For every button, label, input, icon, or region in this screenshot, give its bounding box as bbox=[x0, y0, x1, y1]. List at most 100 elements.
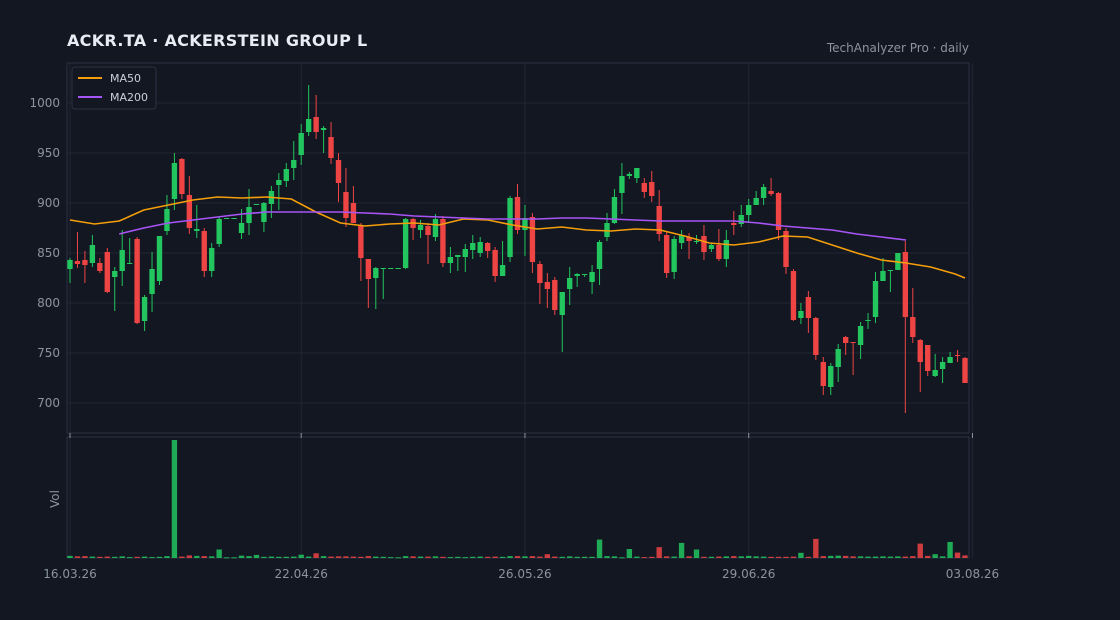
candle bbox=[910, 288, 916, 343]
candle bbox=[425, 223, 431, 264]
y-tick-label: 750 bbox=[37, 346, 60, 360]
candle bbox=[925, 345, 931, 376]
candle bbox=[246, 189, 252, 235]
x-tick-label: 22.04.26 bbox=[274, 567, 327, 581]
candle bbox=[813, 317, 819, 360]
candle-body bbox=[760, 187, 767, 198]
volume-bar bbox=[611, 556, 618, 558]
volume-bar bbox=[179, 556, 185, 558]
volume-bar bbox=[962, 555, 968, 558]
volume-bar bbox=[790, 556, 797, 558]
volume-bar bbox=[552, 556, 558, 558]
candle bbox=[276, 173, 282, 210]
candle-body bbox=[373, 268, 379, 278]
candle-body bbox=[358, 225, 364, 258]
volume-bar bbox=[529, 556, 536, 558]
candle bbox=[731, 211, 737, 235]
candle-body bbox=[156, 236, 163, 281]
candles bbox=[67, 85, 968, 413]
candle-body bbox=[954, 355, 961, 356]
candle-body bbox=[522, 218, 528, 230]
volume-bar bbox=[731, 556, 737, 558]
candle-body bbox=[216, 219, 222, 244]
volume-bar bbox=[126, 557, 133, 559]
candle-body bbox=[126, 263, 133, 264]
candle bbox=[179, 158, 185, 199]
candle bbox=[708, 243, 715, 252]
candle bbox=[589, 265, 595, 294]
volume-bar bbox=[880, 556, 886, 558]
candle-body bbox=[783, 231, 789, 267]
volume-bar bbox=[223, 557, 230, 559]
candle bbox=[828, 363, 834, 395]
candle bbox=[723, 230, 730, 267]
candle-body bbox=[402, 219, 409, 268]
volume-bar bbox=[231, 557, 237, 559]
volume-bar bbox=[156, 556, 163, 558]
volume-bar bbox=[246, 556, 252, 558]
candle bbox=[388, 268, 394, 269]
candle-body bbox=[649, 182, 655, 196]
candle bbox=[343, 168, 349, 227]
candle-body bbox=[425, 226, 431, 235]
volume-bar bbox=[872, 556, 879, 558]
candle-body bbox=[223, 218, 230, 219]
volume-bar bbox=[97, 556, 103, 558]
legend: MA50 MA200 bbox=[71, 66, 157, 110]
volume-bar bbox=[141, 556, 148, 558]
volume-bar bbox=[186, 555, 193, 558]
volume-bar bbox=[559, 556, 565, 558]
candle bbox=[947, 352, 953, 363]
candle-body bbox=[276, 180, 282, 185]
candle bbox=[320, 126, 327, 153]
candle bbox=[581, 274, 588, 277]
candle-body bbox=[97, 263, 103, 271]
candle-body bbox=[134, 239, 140, 323]
candle-body bbox=[82, 260, 88, 265]
candle bbox=[507, 196, 513, 262]
volume-bar bbox=[798, 552, 804, 558]
candle bbox=[611, 189, 618, 224]
candle-body bbox=[253, 204, 260, 205]
candle-body bbox=[283, 169, 289, 181]
candle-body bbox=[335, 160, 342, 183]
volume-bar bbox=[89, 556, 96, 558]
candle-body bbox=[417, 225, 424, 230]
candle-body bbox=[925, 345, 931, 371]
candle bbox=[880, 258, 886, 281]
candle bbox=[544, 273, 551, 308]
candle bbox=[887, 270, 894, 292]
candle bbox=[835, 344, 841, 382]
candle bbox=[432, 214, 439, 241]
volume-bar bbox=[276, 556, 282, 558]
candle bbox=[477, 237, 483, 257]
volume-bar bbox=[902, 556, 909, 558]
volume-bar bbox=[925, 555, 931, 558]
candle-body bbox=[865, 320, 871, 321]
candle bbox=[447, 247, 454, 273]
candle bbox=[954, 350, 961, 362]
volume-bar bbox=[850, 556, 856, 558]
candle-body bbox=[947, 357, 953, 363]
candle bbox=[716, 229, 722, 261]
candle bbox=[186, 176, 193, 234]
x-axis-ticks: 16.03.26 22.04.26 26.05.26 29.06.26 03.08.26… bbox=[43, 433, 999, 581]
candle-body bbox=[753, 198, 759, 205]
candle-body bbox=[246, 207, 252, 223]
volume-bar bbox=[171, 440, 178, 558]
volume-bar bbox=[581, 556, 588, 558]
candle-body bbox=[343, 192, 349, 218]
volume-bar bbox=[746, 555, 752, 558]
candle-body bbox=[179, 159, 185, 194]
candle bbox=[141, 295, 148, 331]
candle bbox=[492, 247, 498, 282]
candle-body bbox=[686, 237, 692, 241]
volume-bar bbox=[589, 556, 595, 558]
candle bbox=[283, 163, 289, 187]
candle bbox=[499, 241, 506, 276]
candle bbox=[298, 124, 304, 165]
candle-body bbox=[939, 362, 946, 369]
y-tick-label: 950 bbox=[37, 146, 60, 160]
candle-body bbox=[201, 231, 207, 271]
